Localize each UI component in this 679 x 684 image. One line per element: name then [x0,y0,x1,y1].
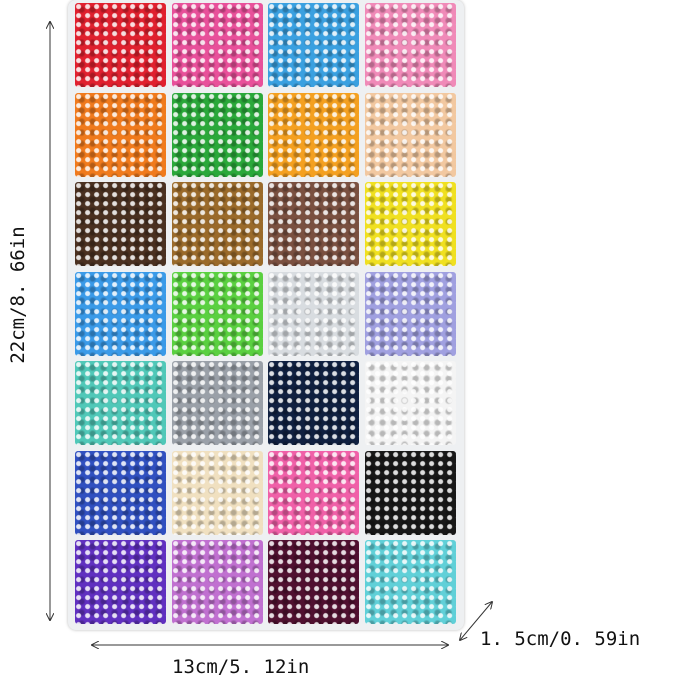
bead-compartment [171,271,263,356]
bead-compartment [171,361,263,445]
bead-compartment [268,450,359,535]
bead-compartment [364,3,456,87]
bead-compartment [75,3,166,87]
depth-arrow [460,602,492,640]
bead-compartment [75,540,166,624]
bead-compartment [171,540,263,624]
bead-compartment [171,182,263,266]
bead-compartment [75,92,166,177]
width-label: 13cm/5. 12in [172,656,310,678]
bead-compartment [268,182,359,266]
bead-compartment [364,271,456,356]
bead-compartment [75,361,166,445]
bead-tray [68,0,464,630]
bead-compartment [75,271,166,356]
bead-compartment [364,182,456,266]
bead-compartment [268,540,359,624]
bead-compartment [171,92,263,177]
bead-compartment [75,450,166,535]
bead-compartment [268,3,359,87]
bead-compartment [171,450,263,535]
bead-compartment [364,92,456,177]
bead-compartment [171,3,263,87]
height-label: 22cm/8. 66in [7,226,29,364]
bead-compartment [364,361,456,445]
bead-compartment [364,450,456,535]
bead-compartment [75,182,166,266]
bead-compartment [268,361,359,445]
bead-compartment [268,271,359,356]
bead-compartment [268,92,359,177]
depth-label: 1. 5cm/0. 59in [480,628,641,650]
bead-compartment [364,540,456,624]
